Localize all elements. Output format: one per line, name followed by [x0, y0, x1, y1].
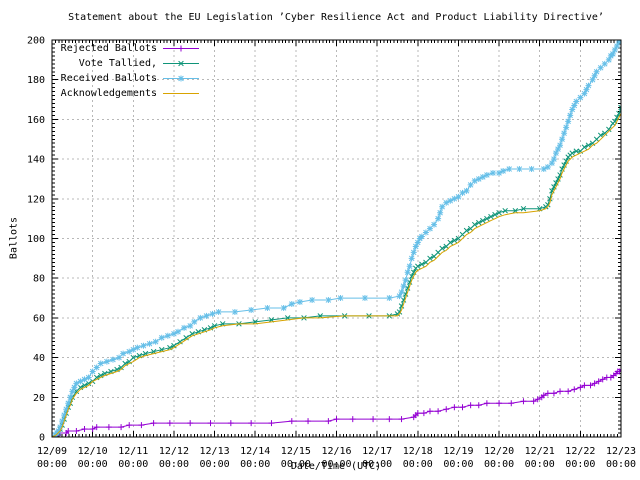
y-tick-label: 60: [33, 313, 45, 324]
legend-item-rejected-ballots: Rejected Ballots: [56, 41, 200, 56]
x-tick-label-date: 12/20: [484, 446, 514, 457]
x-tick-label-time: 00:00: [606, 459, 636, 470]
x-tick-label-time: 00:00: [443, 459, 473, 470]
y-tick-label: 40: [33, 353, 45, 364]
x-tick-label-date: 12/18: [403, 446, 433, 457]
series-received-ballots-markers: [52, 40, 621, 437]
legend-item-acknowledgements: Acknowledgements: [56, 86, 200, 101]
legend-label: Acknowledgements: [60, 88, 157, 99]
legend-label: Vote Tallied,: [78, 58, 157, 69]
grid: [52, 40, 621, 437]
legend-line-sample-cross-icon: [163, 60, 199, 67]
legend-item-received-ballots: Received Ballots: [56, 71, 200, 86]
x-tick-label-time: 00:00: [484, 459, 514, 470]
x-tick-label-time: 00:00: [240, 459, 270, 470]
x-tick-label-date: 12/15: [281, 446, 311, 457]
series-vote-tallied-markers: [52, 104, 621, 437]
x-tick-label-date: 12/23: [606, 446, 636, 457]
x-tick-label-date: 12/11: [118, 446, 148, 457]
x-tick-label-time: 00:00: [565, 459, 595, 470]
legend-line-sample-plus-icon: [163, 45, 199, 52]
y-tick-label: 100: [27, 234, 45, 245]
y-tick-label: 20: [33, 393, 45, 404]
x-tick-label-time: 00:00: [321, 459, 351, 470]
x-tick-label-date: 12/17: [362, 446, 392, 457]
x-tick-label-time: 00:00: [200, 459, 230, 470]
legend-line-sample-asterisk-icon: [163, 75, 199, 82]
x-tick-label-time: 00:00: [159, 459, 189, 470]
x-tick-label-date: 12/22: [565, 446, 595, 457]
x-tick-label-date: 12/13: [200, 446, 230, 457]
x-tick-label-date: 12/09: [37, 446, 67, 457]
x-tick-label-date: 12/14: [240, 446, 270, 457]
x-tick-label-date: 12/21: [525, 446, 555, 457]
y-tick-label: 180: [27, 75, 45, 86]
series-group: [52, 40, 621, 437]
chart-title: Statement about the EU Legislation ’Cybe…: [68, 12, 604, 23]
legend-item-vote-tallied: Vote Tallied,: [56, 56, 200, 71]
y-tick-label: 200: [27, 36, 45, 47]
legend-label: Received Ballots: [60, 73, 157, 84]
x-tick-label-time: 00:00: [37, 459, 67, 470]
y-tick-label: 120: [27, 194, 45, 205]
legend-line-sample-line-icon: [163, 93, 199, 94]
x-tick-label-date: 12/10: [78, 446, 108, 457]
y-tick-label: 140: [27, 155, 45, 166]
x-tick-label-time: 00:00: [362, 459, 392, 470]
x-tick-label-time: 00:00: [118, 459, 148, 470]
x-tick-label-date: 12/12: [159, 446, 189, 457]
x-tick-label-date: 12/19: [443, 446, 473, 457]
x-tick-label-time: 00:00: [525, 459, 555, 470]
plot-border: [51, 39, 622, 438]
x-axis-title: Date/Time (UTC): [290, 461, 382, 472]
x-tick-label-time: 00:00: [281, 459, 311, 470]
y-tick-label: 0: [39, 433, 45, 444]
series-acknowledgements: [52, 113, 621, 437]
x-tick-label-time: 00:00: [78, 459, 108, 470]
legend: Rejected Ballots Vote Tallied, Received …: [56, 41, 200, 101]
x-tick-label-date: 12/16: [321, 446, 351, 457]
y-axis-title: Ballots: [8, 216, 20, 260]
legend-label: Rejected Ballots: [60, 43, 157, 54]
series-rejected-ballots-markers: [52, 366, 621, 437]
y-tick-label: 80: [33, 274, 45, 285]
x-tick-label-time: 00:00: [403, 459, 433, 470]
y-tick-label: 160: [27, 115, 45, 126]
tick-labels: 0 20 40 60 80 100 120 140 160 180 200 12/09 00:00 12/…: [27, 36, 636, 471]
